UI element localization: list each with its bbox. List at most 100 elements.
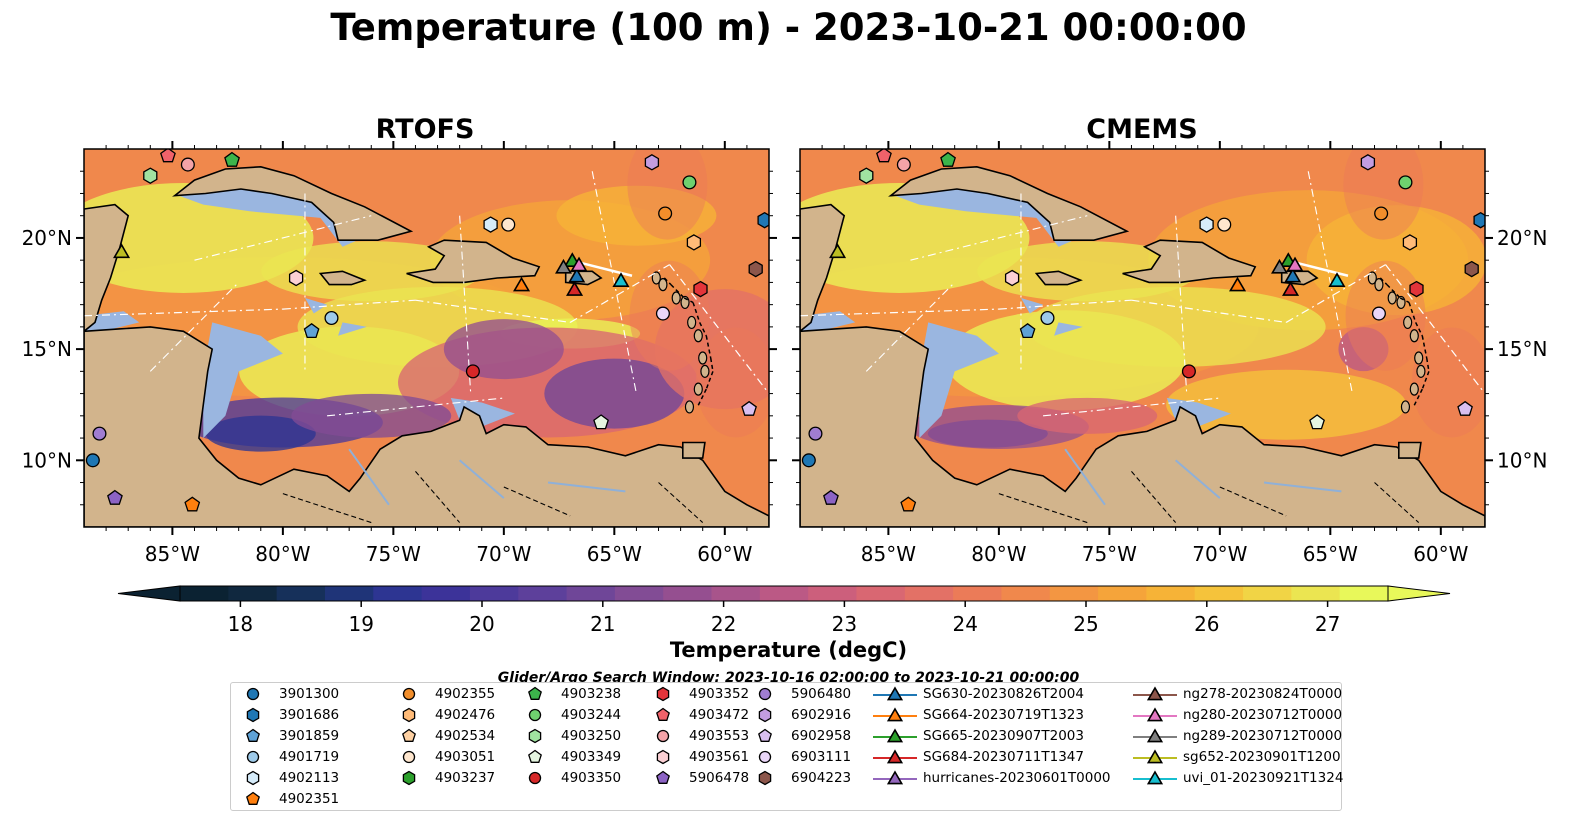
island-arc-edge (1386, 284, 1401, 299)
colorbar-bin (663, 586, 713, 601)
legend-label: 6903111 (791, 749, 852, 765)
marker-5906478 (823, 489, 839, 505)
marker-4902355 (1374, 206, 1389, 221)
legend-marker (528, 749, 542, 763)
colorbar-bin (1098, 586, 1147, 601)
x-tick-label: 75°W (366, 542, 421, 566)
marker-4903553 (180, 157, 195, 172)
marker-3901300 (801, 453, 816, 468)
legend-label: 4903350 (561, 770, 622, 786)
legend-label: 4903237 (435, 770, 496, 786)
marker-3901859 (303, 322, 320, 339)
marker-6902958 (1457, 400, 1473, 416)
small-island (684, 400, 695, 414)
colorbar-bin (324, 586, 374, 601)
colorbar-bin (276, 586, 326, 601)
marker-6902958 (741, 400, 757, 416)
small-island (1374, 278, 1384, 292)
panel-title-rtofs: RTOFS (375, 114, 475, 145)
legend-label: 4903472 (689, 707, 750, 723)
marker-ng289-20230712T0000 (1271, 258, 1288, 274)
marker-4902351 (900, 496, 917, 512)
marker-sg652-20230901T1200 (829, 243, 847, 259)
sst-anomaly-region (927, 419, 1048, 448)
colorbar-bin (1243, 586, 1292, 601)
legend-marker (246, 770, 260, 786)
map-panel-cmems (800, 149, 1485, 527)
sst-anomaly-region (556, 185, 717, 246)
marker-6904223 (1464, 260, 1479, 278)
marker-SG630-20230826T2004 (568, 267, 586, 283)
legend-marker (1133, 770, 1177, 785)
colorbar-extend-high (1387, 585, 1451, 602)
marker-4903051 (1217, 217, 1232, 232)
legend-marker (873, 707, 917, 722)
eez-boundary (1175, 215, 1188, 394)
marker-4903472 (160, 149, 176, 163)
country-border (1374, 482, 1420, 523)
legend-marker (1133, 686, 1177, 701)
marker-ng289-20230712T0000 (555, 258, 572, 274)
map-panel-rtofs (84, 149, 769, 527)
colorbar-bin (469, 586, 519, 601)
eez-boundary (415, 299, 571, 324)
marker-4903250 (528, 728, 542, 744)
land-mass (172, 165, 414, 241)
marker-4902113 (246, 770, 260, 786)
marker-4902355 (402, 687, 416, 701)
small-island (700, 364, 710, 378)
small-island (1409, 382, 1419, 396)
marker-6903111 (655, 306, 670, 321)
marker-4901719 (246, 750, 260, 764)
island-arc-edge (692, 302, 701, 323)
country-border (1131, 471, 1177, 523)
legend-label: 4903553 (689, 728, 750, 744)
shallow-shelf (919, 322, 999, 439)
marker-SG664-20230719T1323 (513, 276, 531, 292)
colorbar-bin (180, 586, 229, 601)
land-mass (318, 270, 367, 286)
sst-anomaly-region (1343, 149, 1424, 240)
island-arc-edge (1412, 388, 1423, 408)
marker-4903561 (656, 749, 670, 765)
marker-SG664-20230719T1323 (1229, 276, 1247, 292)
legend-marker (402, 687, 416, 701)
marker-4903051 (501, 217, 516, 232)
legend-marker (528, 686, 542, 700)
colorbar-bin (518, 586, 568, 601)
colorbar-tick-label: 23 (832, 612, 857, 636)
legend-label: uvi_01-20230921T1324 (1183, 770, 1344, 786)
marker-4903553 (896, 157, 911, 172)
legend-label: 4903051 (435, 749, 496, 765)
country-border (1219, 486, 1287, 517)
marker-4902476 (686, 234, 702, 251)
shallow-shelf (338, 322, 367, 336)
marker-SG664-20230719T1323 (886, 707, 904, 722)
legend-label: 4902534 (435, 728, 496, 744)
marker-3901686 (757, 211, 769, 229)
marker-4903561 (1004, 269, 1020, 287)
legend-label: 3901859 (279, 728, 340, 744)
river (1263, 481, 1342, 493)
x-tick-label: 85°W (861, 542, 916, 566)
marker-uvi_01-20230921T1324 (1328, 272, 1346, 288)
colorbar-tick-label: 26 (1194, 612, 1219, 636)
glider-track (578, 261, 633, 277)
y-tick-label: 20°N (22, 226, 72, 250)
colorbar-bin (1146, 586, 1196, 601)
y-tick-label: 20°N (1497, 226, 1547, 250)
legend-marker (758, 728, 772, 742)
map-frame (799, 148, 1486, 528)
legend-marker (246, 707, 260, 723)
island-arc-edge (705, 335, 712, 359)
shallow-shelf (305, 298, 328, 314)
legend-label: 4902476 (435, 707, 496, 723)
small-island (1409, 329, 1419, 343)
marker-4903350 (1181, 364, 1196, 379)
sst-anomaly-region (205, 415, 316, 452)
colorbar-tick-label: 22 (711, 612, 736, 636)
legend-label: 5906480 (791, 686, 852, 702)
marker-4902113 (1199, 216, 1214, 233)
legend-marker (528, 728, 542, 744)
